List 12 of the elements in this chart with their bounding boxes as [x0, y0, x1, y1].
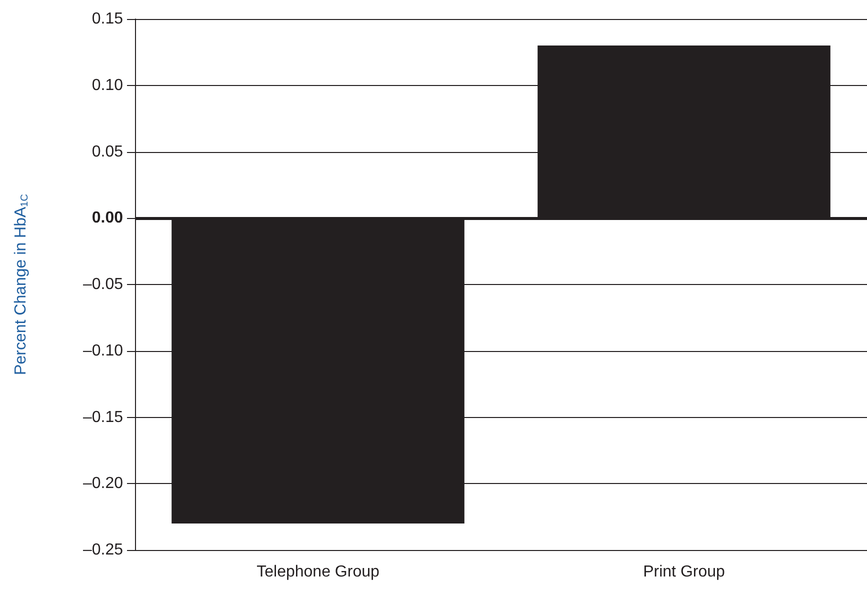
y-tick-label: –0.15 — [82, 408, 124, 426]
y-tick-label: 0.00 — [92, 210, 124, 227]
y-tick-label: 0.10 — [92, 76, 124, 94]
x-tick-label: Telephone Group — [256, 564, 380, 580]
y-tick-label: –0.05 — [82, 276, 124, 293]
x-tick-label: Print Group — [643, 564, 726, 580]
y-tick-label: –0.25 — [82, 542, 124, 558]
y-axis-title: Percent Change in HbA1C — [12, 194, 30, 375]
y-tick-label: 0.15 — [92, 10, 124, 28]
y-tick-label: –0.10 — [82, 342, 124, 360]
y-tick-label: –0.20 — [82, 475, 124, 492]
y-tick-label: 0.05 — [92, 143, 124, 160]
